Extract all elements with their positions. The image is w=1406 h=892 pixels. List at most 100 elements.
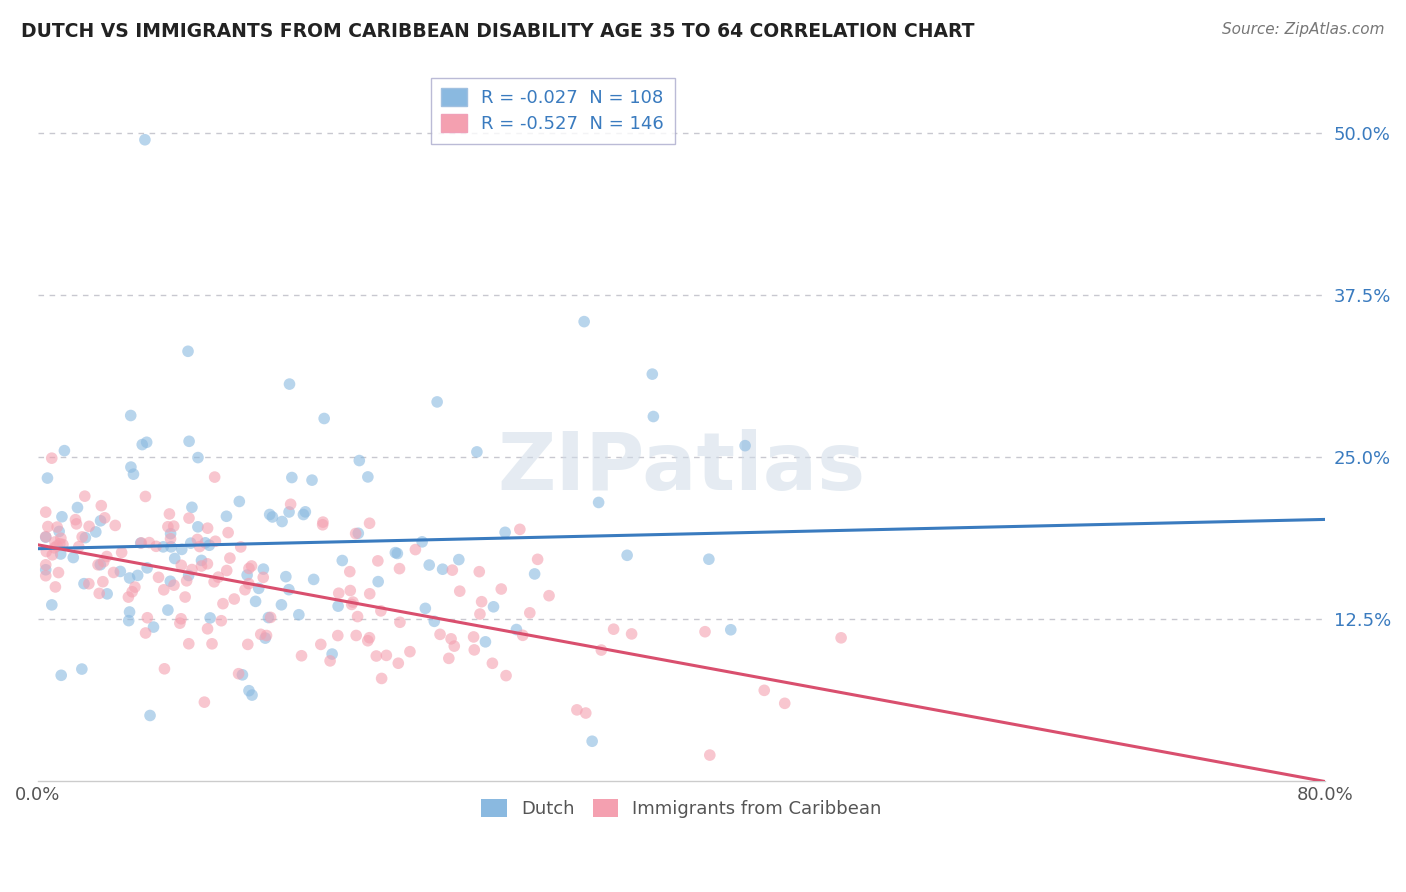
Point [70,662,93,676]
Point [252,570,274,584]
Point [44,580,66,594]
Point [124,580,146,594]
Point [233,582,256,597]
Point [643,409,665,424]
Point [581,734,603,748]
Point [697,552,720,566]
Point [254,631,277,645]
Point [463,630,485,644]
Point [270,598,292,612]
Point [245,594,267,608]
Point [588,495,610,509]
Point [215,509,238,524]
Point [170,612,193,626]
Point [240,558,263,573]
Point [35,568,58,582]
Point [491,582,513,596]
Point [53,443,76,458]
Point [494,525,516,540]
Point [198,611,221,625]
Point [281,470,304,484]
Point [309,637,332,651]
Point [48,524,70,539]
Point [375,648,398,663]
Point [62,550,84,565]
Point [641,367,664,381]
Point [259,610,281,624]
Point [693,624,716,639]
Point [447,552,470,566]
Point [44,541,66,555]
Point [262,510,284,524]
Point [73,489,96,503]
Point [197,521,219,535]
Point [177,434,200,449]
Point [169,616,191,631]
Point [773,696,796,710]
Point [388,561,411,575]
Point [512,628,534,642]
Point [134,490,156,504]
Point [228,494,250,508]
Point [344,526,367,541]
Point [37,471,59,485]
Point [292,508,315,522]
Point [509,522,531,536]
Point [538,589,561,603]
Point [118,571,141,585]
Point [278,377,301,392]
Point [121,584,143,599]
Point [347,526,370,541]
Point [387,657,409,671]
Point [127,568,149,582]
Point [734,439,756,453]
Point [620,627,643,641]
Point [145,539,167,553]
Point [35,544,58,558]
Point [314,411,336,425]
Point [96,549,118,564]
Point [449,584,471,599]
Point [257,610,280,624]
Point [591,643,613,657]
Point [204,470,226,484]
Text: ZIPatlas: ZIPatlas [498,428,866,507]
Point [271,515,294,529]
Point [177,568,200,582]
Point [110,565,132,579]
Point [326,629,349,643]
Point [163,519,186,533]
Point [136,561,159,575]
Point [415,601,437,615]
Point [180,500,202,515]
Point [294,505,316,519]
Point [367,574,389,589]
Point [229,540,252,554]
Point [194,536,217,550]
Point [312,515,335,529]
Point [330,553,353,567]
Point [481,657,503,671]
Point [359,516,381,531]
Point [482,599,505,614]
Point [217,525,239,540]
Point [37,519,59,533]
Point [218,551,240,566]
Legend: Dutch, Immigrants from Caribbean: Dutch, Immigrants from Caribbean [474,792,889,825]
Point [249,627,271,641]
Point [238,561,260,575]
Point [170,558,193,573]
Point [411,534,433,549]
Point [139,708,162,723]
Point [238,683,260,698]
Point [177,637,200,651]
Point [754,683,776,698]
Point [190,553,212,567]
Point [118,605,141,619]
Point [830,631,852,645]
Point [163,551,186,566]
Point [344,628,367,642]
Point [135,435,157,450]
Point [75,531,97,545]
Point [290,648,312,663]
